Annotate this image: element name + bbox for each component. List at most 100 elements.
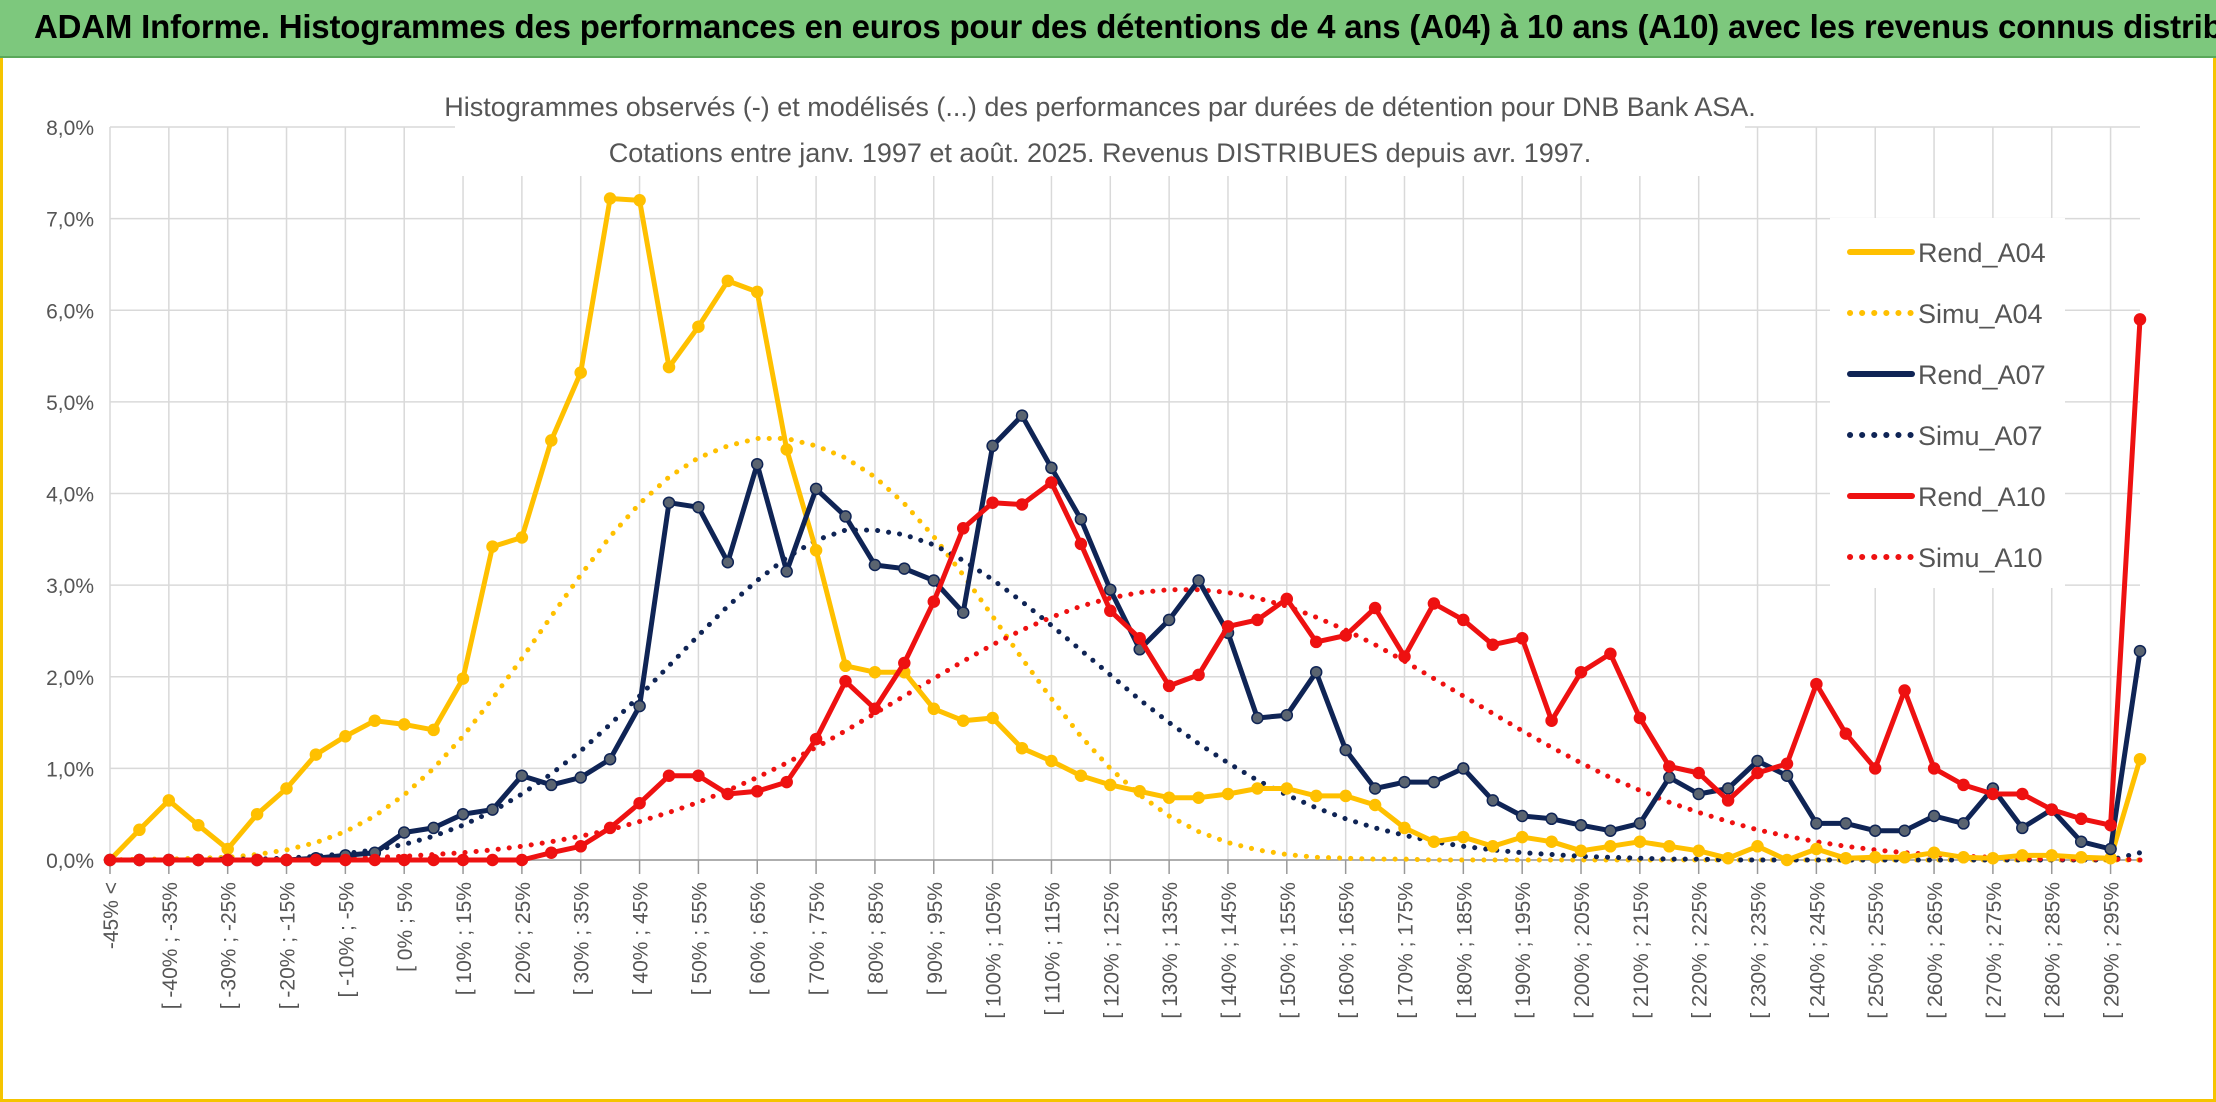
x-tick-label: [ 240% ; 245%: [1806, 882, 1829, 1019]
y-tick-label: 6,0%: [46, 300, 94, 323]
data-point: [1162, 613, 1176, 627]
y-tick-label: 4,0%: [46, 484, 94, 507]
x-tick-label: [ 20% ; 25%: [512, 882, 535, 995]
data-point: [456, 672, 470, 685]
x-tick-label: [ 230% ; 235%: [1748, 882, 1771, 1019]
data-point: [662, 496, 676, 509]
data-point: [1810, 677, 1823, 691]
data-point: [1868, 762, 1882, 775]
data-point: [1957, 851, 1970, 864]
data-point: [633, 699, 646, 713]
data-point: [898, 562, 911, 575]
data-point: [1427, 775, 1441, 789]
data-point: [1368, 782, 1382, 795]
x-tick-label: [ 10% ; 15%: [453, 882, 476, 995]
data-point: [1074, 769, 1088, 782]
legend-entry: Rend_A04: [1918, 238, 2046, 268]
x-tick-label: [ 160% ; 165%: [1336, 882, 1359, 1019]
data-point: [1898, 684, 1911, 697]
data-point: [1927, 846, 1941, 859]
y-tick-label: 7,0%: [46, 209, 94, 232]
data-point: [750, 785, 764, 798]
data-point: [868, 702, 882, 716]
x-tick-label: [ 130% ; 135%: [1159, 882, 1182, 1019]
series-line-simu-a07: [107, 527, 2143, 863]
data-point: [2133, 644, 2147, 658]
data-point: [1927, 809, 1941, 823]
data-point: [1663, 760, 1676, 773]
data-point: [1957, 778, 1970, 792]
data-point: [2133, 313, 2147, 326]
data-point: [339, 853, 352, 867]
data-point: [662, 769, 676, 782]
x-tick-label: [ 170% ; 175%: [1394, 882, 1417, 1019]
data-point: [2016, 787, 2029, 801]
data-point: [545, 434, 558, 447]
legend-entry: Simu_A07: [1918, 421, 2043, 451]
data-point: [1104, 604, 1117, 618]
data-point: [1045, 754, 1058, 768]
data-point: [280, 853, 293, 867]
series-lines: [103, 192, 2147, 867]
y-tick-label: 2,0%: [46, 667, 94, 690]
data-point: [1280, 782, 1294, 795]
data-point: [1221, 620, 1235, 633]
data-point: [250, 853, 264, 867]
data-point: [515, 531, 529, 544]
data-point: [456, 853, 470, 867]
data-point: [1162, 791, 1176, 804]
data-point: [1486, 794, 1500, 807]
data-point: [839, 510, 852, 523]
data-point: [545, 778, 558, 792]
data-point: [103, 853, 117, 867]
data-point: [1692, 766, 1705, 780]
x-tick-label: [ 180% ; 185%: [1453, 882, 1476, 1019]
series-line-rend-a10: [107, 316, 2143, 863]
page-title: ADAM Informe. Histogrammes des performan…: [34, 8, 2216, 45]
data-point: [1398, 775, 1411, 789]
data-point: [692, 320, 705, 333]
data-point: [486, 540, 499, 553]
data-point: [1986, 787, 2000, 801]
legend-entry: Rend_A10: [1918, 482, 2046, 512]
data-point: [1015, 409, 1029, 422]
data-point: [2016, 849, 2029, 862]
data-point: [1457, 762, 1470, 775]
data-point: [1780, 769, 1794, 782]
data-point: [1104, 778, 1117, 792]
legend: Rend_A04 Simu_A04 Rend_A07 Simu_A07 Rend_A10…: [1830, 218, 2065, 588]
data-point: [1074, 537, 1088, 551]
data-point: [780, 565, 793, 578]
data-point: [1368, 601, 1382, 615]
x-tick-label: [ 0% ; 5%: [394, 882, 417, 972]
data-point: [1427, 597, 1441, 610]
x-tick-label: [ 40% ; 45%: [630, 882, 653, 995]
data-point: [1604, 647, 1617, 661]
data-point: [1574, 665, 1588, 679]
y-tick-label: 3,0%: [46, 575, 94, 598]
data-point: [280, 782, 293, 795]
x-tick-label: [ 120% ; 125%: [1100, 882, 1123, 1019]
y-tick-label: 8,0%: [46, 117, 94, 140]
data-point: [898, 656, 911, 670]
data-point: [692, 769, 705, 782]
x-tick-label: [ 200% ; 205%: [1571, 882, 1594, 1019]
data-point: [2074, 835, 2088, 848]
data-point: [1309, 635, 1323, 649]
data-point: [250, 807, 264, 821]
data-point: [1839, 817, 1853, 830]
data-point: [1663, 840, 1676, 853]
data-point: [809, 482, 823, 496]
x-tick-label: [ 110% ; 115%: [1041, 882, 1064, 1015]
data-point: [1927, 762, 1941, 775]
data-point: [1574, 844, 1588, 858]
x-tick-label: [ 250% ; 255%: [1865, 882, 1888, 1019]
data-point: [162, 794, 176, 807]
data-point: [456, 807, 470, 821]
data-point: [2104, 818, 2117, 832]
data-point: [1515, 830, 1529, 844]
x-tick-label: [ 60% ; 65%: [747, 882, 770, 995]
data-point: [427, 723, 440, 737]
data-point: [1162, 679, 1176, 693]
